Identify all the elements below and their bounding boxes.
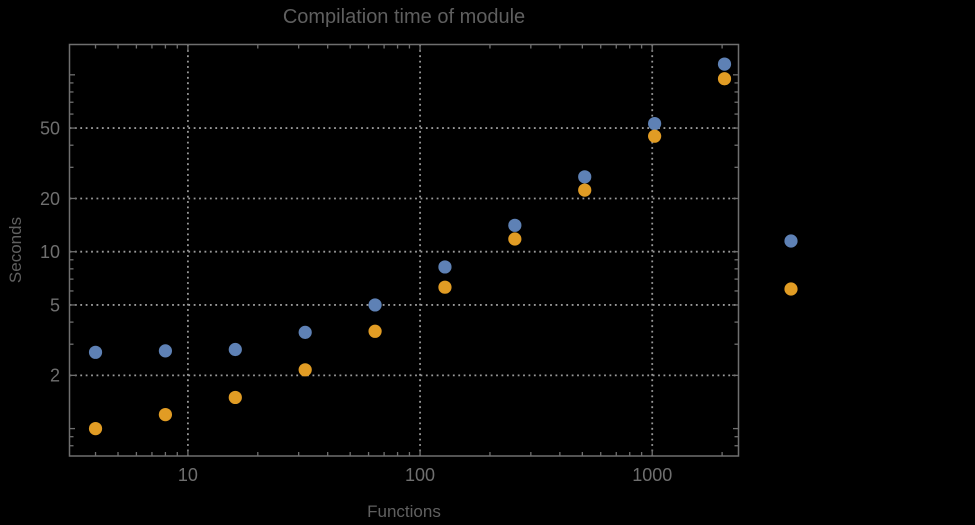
x-tick-label-10: 10: [178, 465, 198, 485]
data-point-orange-x8: [158, 407, 173, 422]
data-point-blue-x16: [228, 342, 242, 357]
x-tick-label-100: 100: [405, 465, 435, 485]
legend-marker-2: [784, 282, 798, 296]
y-tick-label-2: 2: [50, 366, 60, 386]
tick-label-layer: 10 100 1000 2 5 10 20 50: [40, 118, 672, 485]
x-tick-label-1000: 1000: [632, 465, 672, 485]
y-tick-label-50: 50: [40, 118, 60, 138]
y-tick-label-5: 5: [50, 295, 60, 315]
legend: [784, 234, 798, 296]
data-point-orange-x16: [228, 390, 242, 405]
y-axis-label: Seconds: [6, 217, 25, 283]
data-point-blue-x256: [508, 218, 522, 232]
data-point-orange-x64: [368, 324, 382, 338]
data-point-orange-x256: [508, 232, 522, 246]
data-point-blue-x32: [298, 325, 312, 339]
data-point-orange-x128: [438, 280, 452, 294]
data-point-blue-x128: [438, 260, 452, 274]
grid-layer: [69, 44, 739, 456]
tick-layer: [69, 44, 739, 456]
legend-marker-1: [784, 234, 798, 248]
x-axis-label: Functions: [367, 502, 441, 521]
data-point-blue-x2048: [717, 57, 732, 71]
data-point-blue-x64: [368, 298, 382, 312]
data-point-orange-x4: [88, 421, 103, 436]
data-point-orange-x32: [298, 363, 312, 377]
y-tick-label-10: 10: [40, 242, 60, 262]
data-point-blue-x512: [578, 170, 592, 184]
data-point-blue-x1024: [648, 116, 662, 131]
data-point-orange-x2048: [717, 72, 732, 86]
plot-frame: [68, 43, 740, 457]
data-point-blue-x4: [88, 345, 103, 359]
data-points-layer: [88, 57, 732, 436]
data-point-orange-x1024: [648, 129, 662, 143]
y-tick-label-20: 20: [40, 189, 60, 209]
data-point-blue-x8: [158, 344, 173, 358]
chart-title: Compilation time of module: [283, 6, 525, 28]
data-point-orange-x512: [578, 183, 592, 197]
